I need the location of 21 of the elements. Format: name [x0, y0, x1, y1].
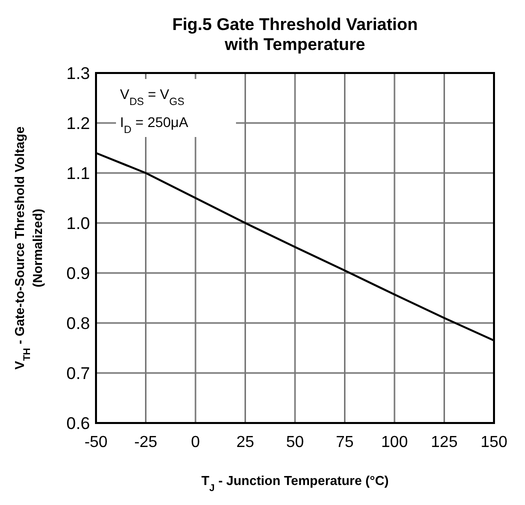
x-axis-title: T$_{J}$ - Junction Temperature (°C) — [201, 473, 389, 494]
x-tick-label: 100 — [381, 434, 408, 451]
annotation: V$_{DS}$ = V$_{GS}$ — [120, 86, 184, 108]
x-tick-label: 150 — [480, 434, 508, 451]
y-tick-label: 1.3 — [66, 64, 90, 83]
x-tick-label: -50 — [84, 434, 108, 451]
y-tick-label: 1.0 — [66, 214, 90, 233]
y-tick-label: 0.9 — [66, 264, 90, 283]
x-tick-label: 0 — [191, 434, 200, 451]
chart-title: Fig.5 Gate Threshold Variation with Temperature — [172, 15, 418, 54]
y-tick-label: 0.8 — [66, 314, 90, 333]
x-tick-label: 25 — [236, 434, 254, 451]
y-tick-label: 0.6 — [66, 414, 90, 433]
x-tick-label: -25 — [134, 434, 158, 451]
x-tick-label: 50 — [286, 434, 304, 451]
y-tick-label: 1.1 — [66, 164, 90, 183]
y-tick-label: 1.2 — [66, 114, 90, 133]
annotation: I$_{D}$ = 250μA — [120, 114, 189, 136]
x-tick-label: 75 — [336, 434, 354, 451]
y-tick-label: 0.7 — [66, 364, 90, 383]
x-tick-label: 125 — [430, 434, 458, 451]
